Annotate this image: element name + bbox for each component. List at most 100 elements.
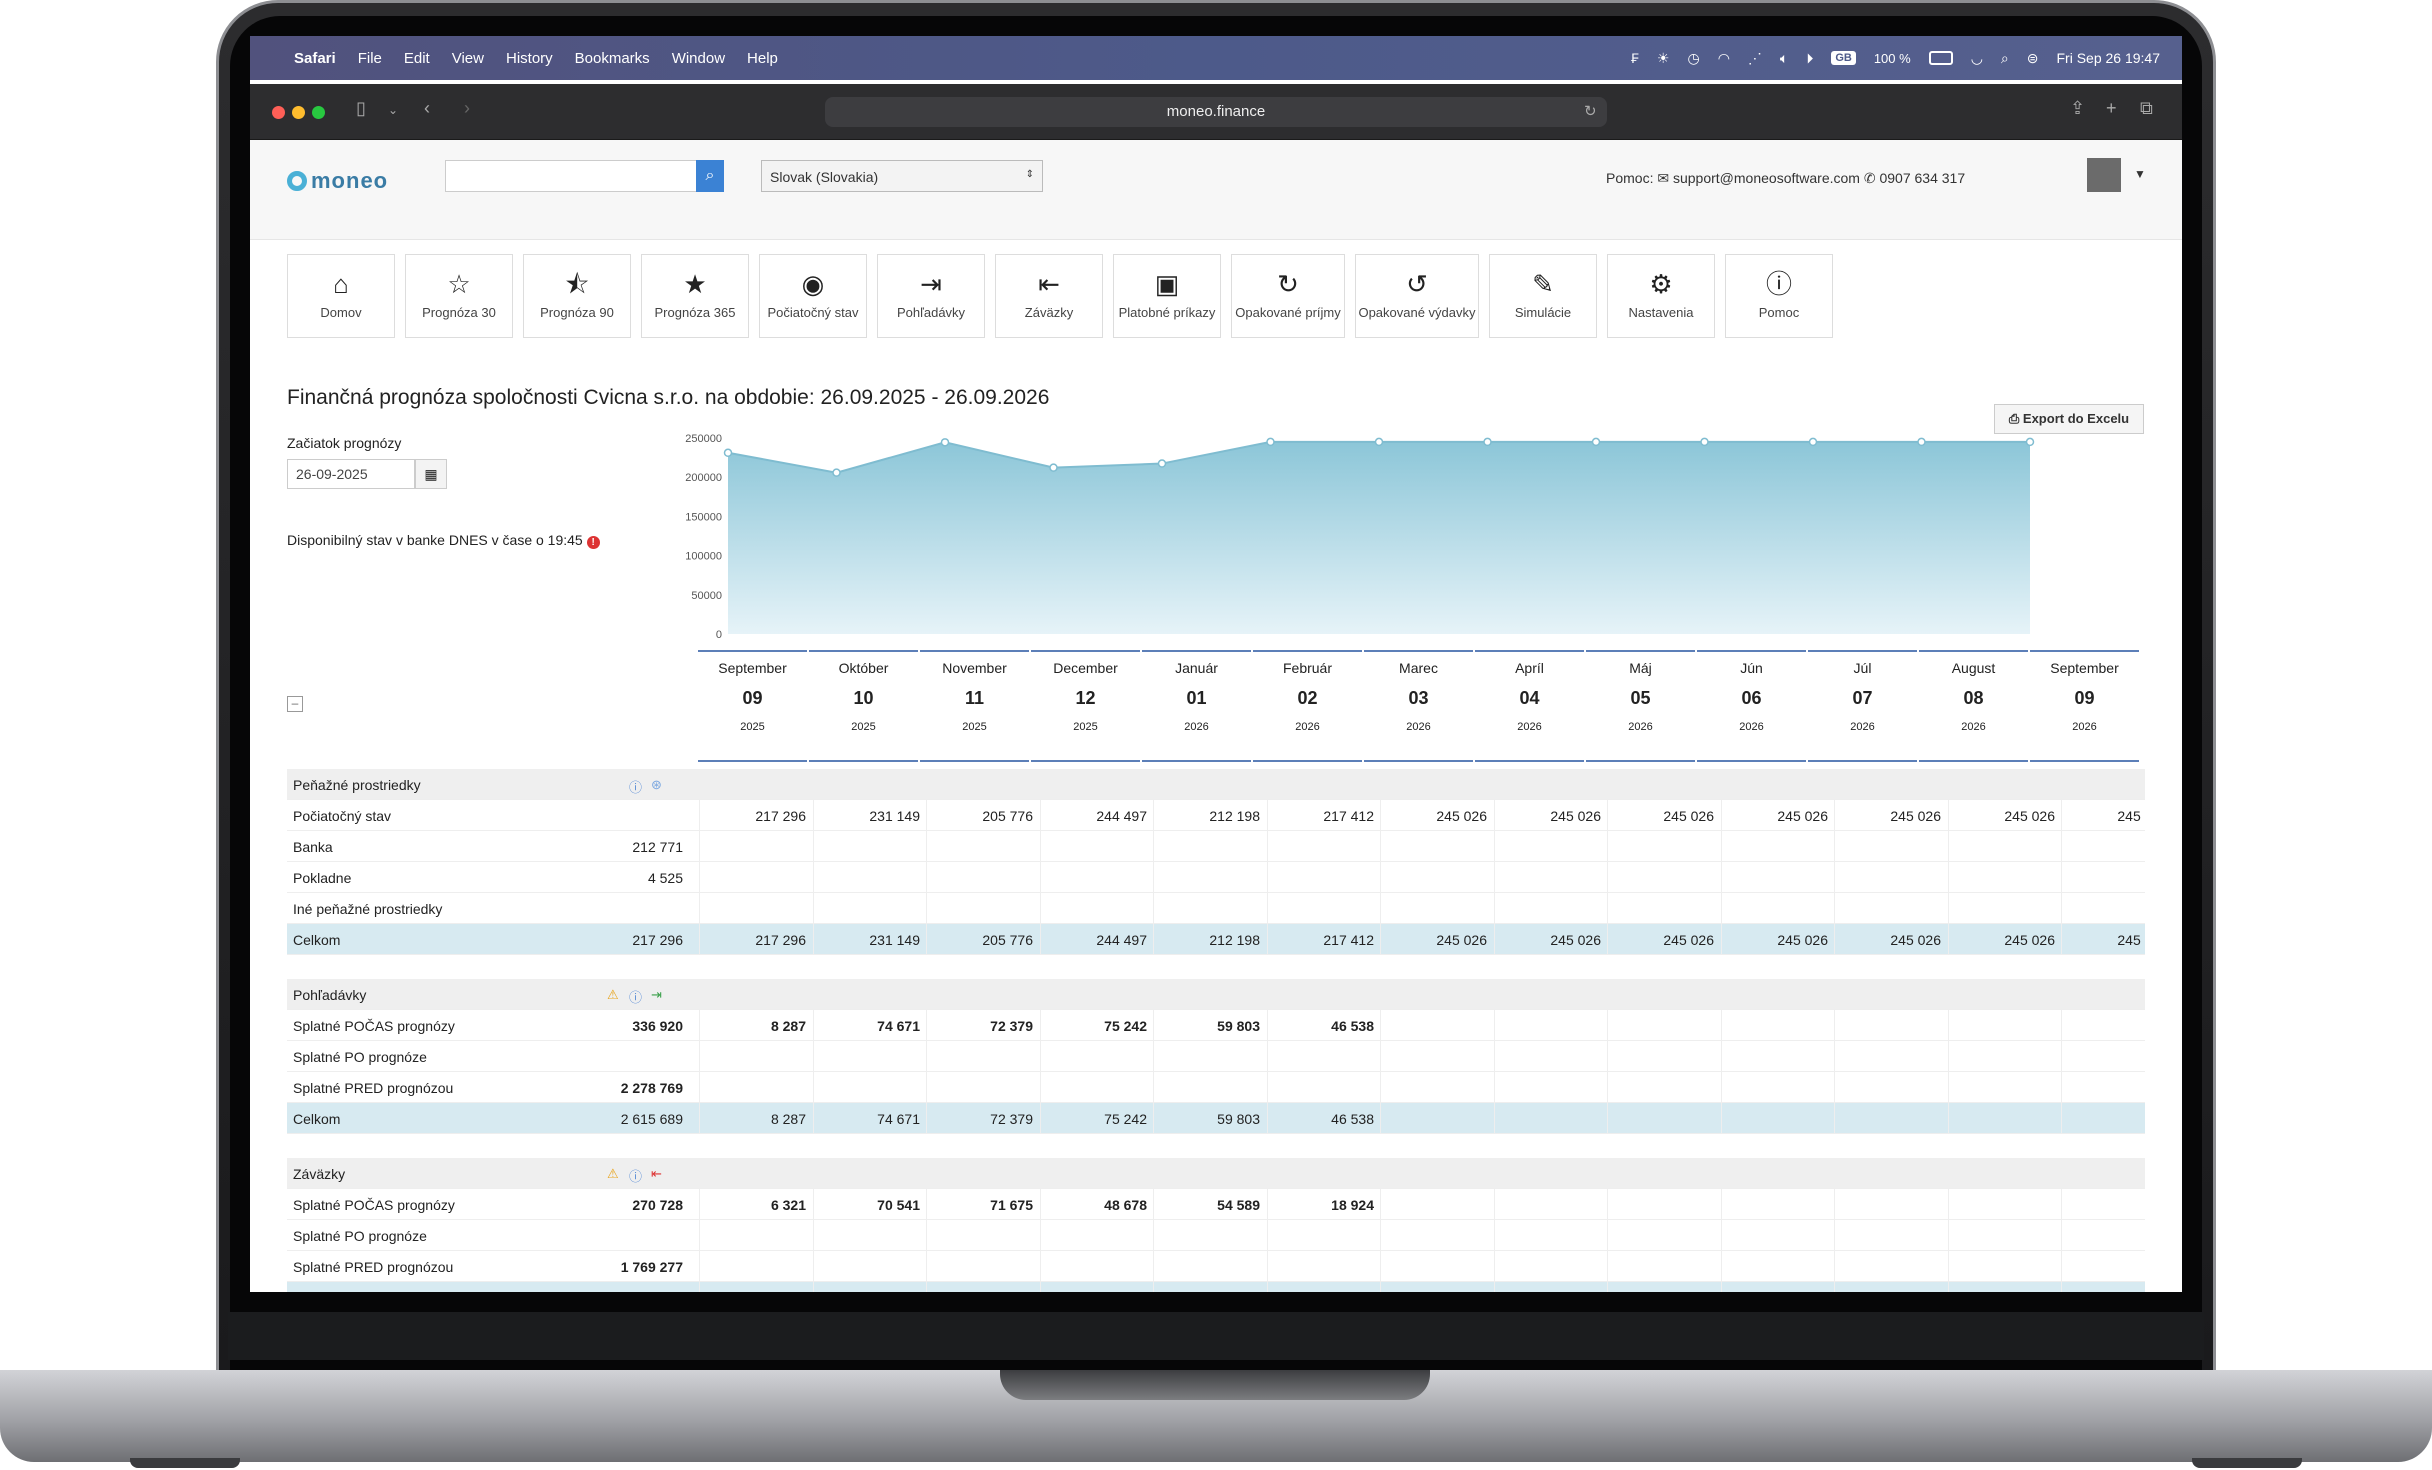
moneo-logo[interactable]: moneo xyxy=(287,168,388,194)
calendar-button[interactable]: ▦ xyxy=(415,459,447,489)
share-icon[interactable]: ⇪ xyxy=(2070,98,2086,118)
back-arrow-icon[interactable]: ‹ xyxy=(424,98,430,118)
column-divider xyxy=(1948,1189,1949,1220)
airdrop-icon[interactable]: ◠ xyxy=(1717,49,1730,66)
control-center-icon[interactable]: ⊜ xyxy=(2026,49,2039,66)
sidebar-toggle-icon[interactable]: ▯ xyxy=(356,98,366,118)
time-machine-icon[interactable]: ◷ xyxy=(1687,49,1700,66)
data-point[interactable] xyxy=(940,438,950,447)
sign-in-icon[interactable]: ⇤ xyxy=(651,1166,662,1181)
month-value-cell: 245 026 xyxy=(1663,932,1714,948)
column-divider xyxy=(1607,893,1608,924)
nav-undo-button[interactable]: ↺ Opakované výdavky xyxy=(1355,254,1479,338)
menu-app-name[interactable]: Safari xyxy=(294,49,336,67)
month-value-cell: 46 538 xyxy=(1331,1018,1374,1034)
nav-target-button[interactable]: ◉ Počiatočný stav xyxy=(759,254,867,338)
data-point[interactable] xyxy=(832,468,841,477)
keyboard-layout-badge[interactable]: GB xyxy=(1831,51,1856,65)
data-point[interactable] xyxy=(723,448,733,458)
tab-overview-icon[interactable]: ⧉ xyxy=(2140,98,2153,118)
volume-icon[interactable]: 🔈︎ xyxy=(1779,49,1789,66)
data-point[interactable] xyxy=(1808,437,1818,447)
column-divider xyxy=(813,924,814,955)
nav-home-button[interactable]: ⌂ Domov xyxy=(287,254,395,338)
menu-view[interactable]: View xyxy=(451,49,484,67)
export-excel-button[interactable]: ⎙ Export do Excelu xyxy=(1994,404,2144,434)
menu-window[interactable]: Window xyxy=(671,49,726,67)
nav-star-outline-button[interactable]: ☆ Prognóza 30 xyxy=(405,254,513,338)
brightness-icon[interactable]: ☀ xyxy=(1656,49,1670,66)
sign-out-icon[interactable]: ⇥ xyxy=(651,987,662,1002)
nav-sign-out-button[interactable]: ⇥ Pohľadávky xyxy=(877,254,985,338)
nav-star-half-button[interactable]: ⯪ Prognóza 90 xyxy=(523,254,631,338)
data-point[interactable] xyxy=(1049,463,1058,472)
sidebar-chevron-down-icon[interactable]: ⌄ xyxy=(388,103,399,117)
info-icon[interactable]: ⓘ xyxy=(629,1169,643,1184)
data-point[interactable] xyxy=(1917,437,1926,447)
menu-bookmarks[interactable]: Bookmarks xyxy=(574,49,650,67)
language-select[interactable]: Slovak (Slovakia) ⇕ xyxy=(761,160,1043,192)
forward-arrow-icon[interactable]: › xyxy=(464,98,470,118)
user-avatar[interactable] xyxy=(2087,158,2121,192)
column-divider xyxy=(699,893,700,924)
play-icon[interactable]: ⏵ xyxy=(1806,49,1814,66)
column-divider xyxy=(1834,1041,1835,1072)
month-value-cell: 217 412 xyxy=(1323,932,1374,948)
nav-sign-in-button[interactable]: ⇤ Záväzky xyxy=(995,254,1103,338)
close-window-button[interactable] xyxy=(272,106,285,119)
logo-mark-icon xyxy=(287,171,307,191)
data-point[interactable] xyxy=(1266,437,1275,447)
wifi-icon[interactable]: ◡ xyxy=(1970,49,1983,66)
nav-gear-button[interactable]: ⚙ Nastavenia xyxy=(1607,254,1715,338)
bluetooth-icon[interactable]: ⋰ xyxy=(1747,49,1762,66)
data-point[interactable] xyxy=(1157,459,1167,468)
nav-label: Prognóza 30 xyxy=(422,305,496,320)
alert-icon[interactable]: ! xyxy=(586,536,600,549)
settings-circle-icon[interactable]: ⊛ xyxy=(651,777,662,792)
data-point[interactable] xyxy=(1700,437,1709,447)
nav-magic-wand-button[interactable]: ✎ Simulácie xyxy=(1489,254,1597,338)
column-divider xyxy=(2061,893,2062,924)
menu-help[interactable]: Help xyxy=(747,49,778,67)
user-menu-caret-icon[interactable]: ▼ xyxy=(2134,167,2146,181)
start-date-input[interactable] xyxy=(287,459,415,489)
menu-history[interactable]: History xyxy=(505,49,553,67)
zoom-window-button[interactable] xyxy=(312,106,325,119)
search-button[interactable]: ⌕ xyxy=(696,160,724,192)
available-text: Disponibilný stav v banke DNES v čase o … xyxy=(287,532,583,548)
nav-info-button[interactable]: ⓘ Pomoc xyxy=(1725,254,1833,338)
minimize-window-button[interactable] xyxy=(292,106,305,119)
search-input[interactable] xyxy=(445,160,701,192)
address-bar[interactable]: moneo.finance xyxy=(825,97,1607,127)
warning-icon[interactable]: ⚠ xyxy=(607,1166,619,1181)
warning-icon[interactable]: ⚠ xyxy=(607,987,619,1002)
month-year: 2026 xyxy=(2072,721,2097,733)
month-year: 2025 xyxy=(1073,721,1098,733)
input-source-icon[interactable]: ₣ xyxy=(1631,50,1639,66)
nav-label: Záväzky xyxy=(1024,305,1074,320)
initial-value-cell: 217 296 xyxy=(632,932,683,948)
web-page: moneo ⌕ Slovak (Slovakia) ⇕ Pomoc: ✉ supp… xyxy=(250,140,2182,1292)
nav-star-button[interactable]: ★ Prognóza 365 xyxy=(641,254,749,338)
reload-icon[interactable]: ↻ xyxy=(1584,103,1597,120)
column-divider xyxy=(1153,1103,1154,1134)
nav-redo-button[interactable]: ↻ Opakované príjmy xyxy=(1231,254,1345,338)
data-point[interactable] xyxy=(1591,437,1601,447)
support-email-link[interactable]: support@moneosoftware.com xyxy=(1672,170,1860,186)
row-label: Splatné POČAS prognózy xyxy=(293,1197,455,1213)
spotlight-icon[interactable]: ⌕ xyxy=(2000,49,2009,66)
data-point[interactable] xyxy=(1483,437,1492,447)
column-divider xyxy=(926,1282,927,1292)
battery-icon[interactable] xyxy=(1928,51,1953,65)
new-tab-icon[interactable]: + xyxy=(2106,98,2117,118)
menu-file[interactable]: File xyxy=(357,49,382,67)
menubar-clock[interactable]: Fri Sep 26 19:47 xyxy=(2056,50,2160,66)
column-divider xyxy=(1834,1072,1835,1103)
data-point[interactable] xyxy=(2025,437,2035,447)
info-icon[interactable]: ⓘ xyxy=(629,990,643,1005)
menu-edit[interactable]: Edit xyxy=(403,49,430,67)
info-icon[interactable]: ⓘ xyxy=(629,780,643,795)
nav-money-button[interactable]: ▣ Platobné príkazy xyxy=(1113,254,1221,338)
collapse-toggle[interactable]: – xyxy=(287,696,303,712)
data-point[interactable] xyxy=(1374,437,1384,447)
